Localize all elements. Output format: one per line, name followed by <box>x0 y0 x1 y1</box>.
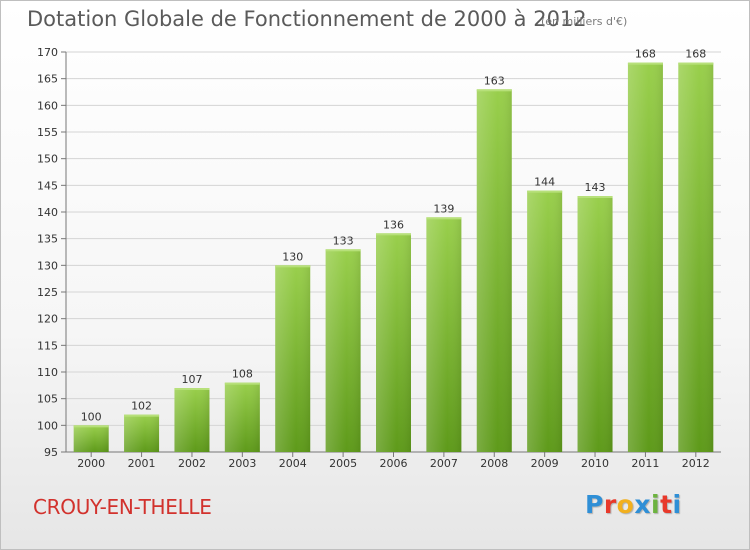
bar-top-2012 <box>678 62 714 65</box>
x-tick-label: 2008 <box>480 457 508 470</box>
data-label-2003: 108 <box>232 368 253 381</box>
y-tick-label: 170 <box>37 46 58 59</box>
bar-shade-2007 <box>426 217 462 452</box>
data-label-2005: 133 <box>333 234 354 247</box>
x-tick-label: 2009 <box>531 457 559 470</box>
chart-title: Dotation Globale de Fonctionnement de 20… <box>27 7 587 31</box>
data-label-2010: 143 <box>585 181 606 194</box>
bar-top-2008 <box>476 89 512 92</box>
bar-top-2006 <box>376 233 411 236</box>
data-label-2007: 139 <box>433 202 454 215</box>
x-tick-label: 2002 <box>178 457 206 470</box>
x-tick-label: 2011 <box>631 457 659 470</box>
bar-top-2001 <box>124 414 160 417</box>
bar-top-2002 <box>174 388 210 390</box>
data-label-2001: 102 <box>131 400 152 413</box>
logo-letter: P <box>585 490 604 519</box>
logo-letter: o <box>616 490 635 519</box>
bar-top-2004 <box>275 265 311 268</box>
commune-name: CROUY-EN-THELLE <box>33 495 212 519</box>
logo-letter: t <box>660 490 673 519</box>
logo-letter: i <box>672 490 682 519</box>
y-tick-label: 140 <box>37 206 58 219</box>
bar-top-2011 <box>627 62 663 65</box>
x-tick-label: 2006 <box>380 457 408 470</box>
bar-shade-2012 <box>678 62 714 453</box>
data-label-2006: 136 <box>383 218 404 231</box>
x-tick-label: 2005 <box>329 457 357 470</box>
data-label-2004: 130 <box>282 250 303 263</box>
y-tick-label: 110 <box>37 366 58 379</box>
y-tick-label: 145 <box>37 179 58 192</box>
bar-shade-2000 <box>73 425 109 452</box>
x-tick-label: 2001 <box>128 457 156 470</box>
logo-letter: i <box>651 490 661 519</box>
y-tick-label: 165 <box>37 73 58 86</box>
bar-shade-2001 <box>124 414 160 452</box>
y-tick-label: 150 <box>37 153 58 166</box>
y-tick-label: 160 <box>37 99 58 112</box>
bar-top-2009 <box>527 190 563 193</box>
bar-shade-2011 <box>627 62 663 453</box>
bar-top-2005 <box>325 249 361 252</box>
chart-subtitle: (en milliers d'€) <box>541 15 628 28</box>
y-tick-label: 120 <box>37 313 58 326</box>
x-tick-label: 2003 <box>228 457 256 470</box>
bars <box>73 62 714 453</box>
logo-letter: x <box>634 490 651 519</box>
y-tick-label: 135 <box>37 233 58 246</box>
data-label-2002: 107 <box>181 373 202 386</box>
x-tick-label: 2012 <box>682 457 710 470</box>
data-label-2008: 163 <box>484 74 505 87</box>
data-label-2011: 168 <box>635 48 656 61</box>
y-tick-label: 115 <box>37 339 58 352</box>
bar-shade-2005 <box>325 249 361 452</box>
data-label-2012: 168 <box>685 48 706 61</box>
y-tick-label: 155 <box>37 126 58 139</box>
bar-shade-2010 <box>577 196 613 452</box>
bar-shade-2003 <box>224 382 260 452</box>
y-tick-label: 105 <box>37 393 58 406</box>
y-tick-label: 95 <box>44 446 58 459</box>
proxiti-logo: Proxiti <box>585 490 682 519</box>
bar-top-2003 <box>224 382 260 385</box>
data-label-2009: 144 <box>534 176 555 189</box>
bar-shade-2009 <box>527 190 563 452</box>
bar-top-2000 <box>73 425 109 428</box>
y-tick-label: 130 <box>37 259 58 272</box>
bar-shade-2006 <box>376 233 411 452</box>
data-label-2000: 100 <box>81 410 102 423</box>
x-tick-label: 2010 <box>581 457 609 470</box>
x-tick-label: 2007 <box>430 457 458 470</box>
bar-top-2010 <box>577 196 613 198</box>
y-tick-label: 100 <box>37 419 58 432</box>
y-tick-label: 125 <box>37 286 58 299</box>
bar-shade-2004 <box>275 265 311 452</box>
x-tick-label: 2000 <box>77 457 105 470</box>
bar-shade-2002 <box>174 388 210 452</box>
logo-letter: r <box>603 490 617 519</box>
bar-shade-2008 <box>476 89 512 452</box>
x-tick-label: 2004 <box>279 457 307 470</box>
bar-top-2007 <box>426 217 462 220</box>
labels: 95 100 105 110 115 120 125 130 135 140 145 150 155 16… <box>37 46 710 470</box>
